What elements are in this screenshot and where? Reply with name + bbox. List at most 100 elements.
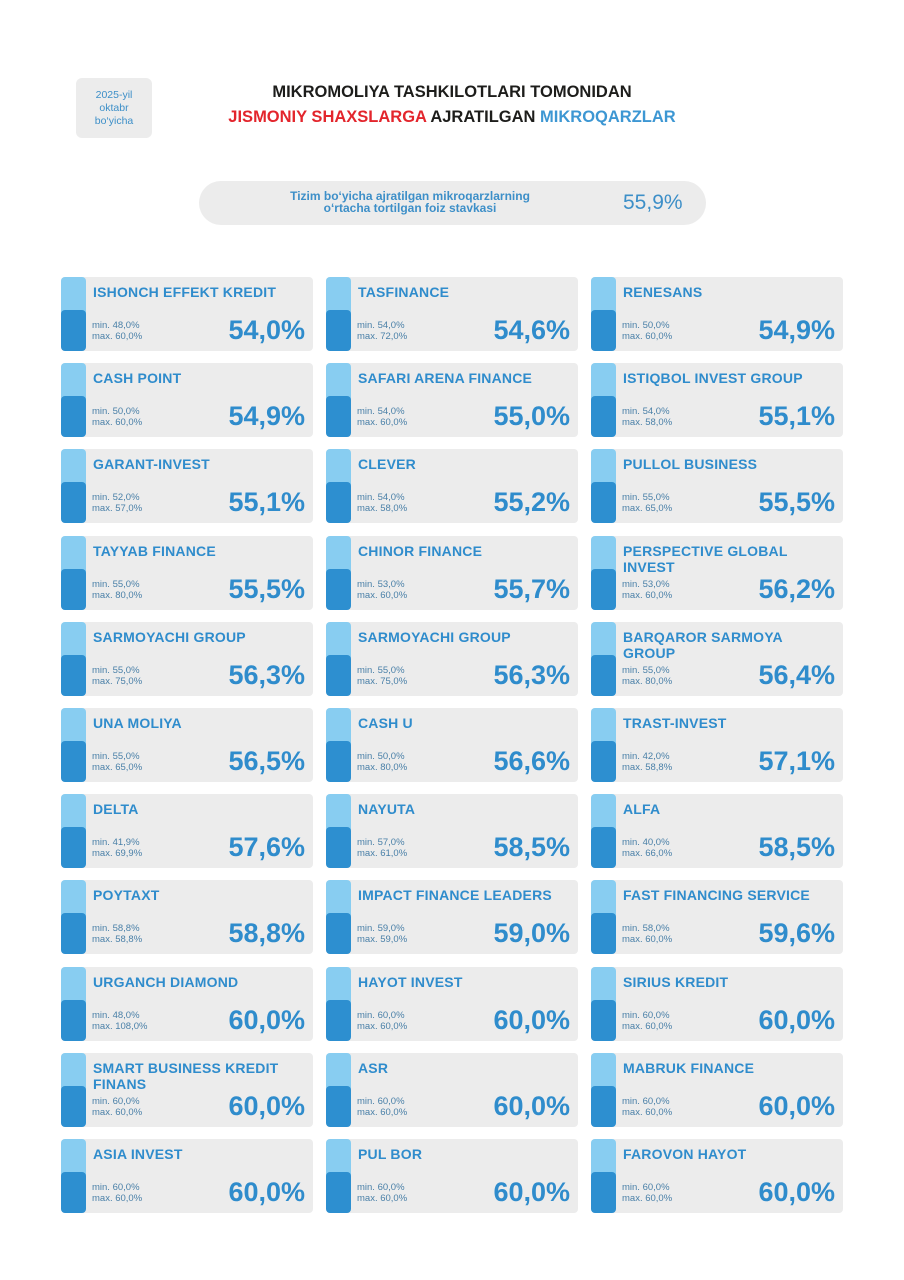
card-bar bbox=[61, 396, 86, 438]
card: IMPACT FINANCE LEADERS min. 59,0% max. 59,… bbox=[326, 880, 578, 955]
card: POYTAXT min. 58,8% max. 58,8% 58,8% bbox=[61, 880, 313, 955]
card-rate: 56,3% bbox=[493, 659, 570, 690]
card-rate: 57,6% bbox=[228, 832, 305, 863]
card-max: max. 58,8% bbox=[92, 934, 143, 946]
card-min: min. 58,8% bbox=[92, 923, 140, 935]
card-name: GARANT-INVEST bbox=[93, 456, 210, 473]
card-rate: 59,0% bbox=[493, 918, 570, 949]
card-min: min. 60,0% bbox=[92, 1182, 140, 1193]
card: BARQAROR SARMOYA GROUP min. 55,0% max. 80,… bbox=[591, 621, 843, 696]
card-bar bbox=[326, 913, 351, 955]
card-rate: 57,1% bbox=[758, 746, 835, 776]
card-max: max. 60,0% bbox=[92, 1106, 143, 1118]
card: SARMOYACHI GROUP min. 55,0% max. 75,0% 56,3… bbox=[326, 621, 578, 696]
card-rate: 60,0% bbox=[493, 1177, 570, 1207]
date-line: bo‘yicha bbox=[94, 114, 134, 127]
card-min: min. 55,0% bbox=[92, 664, 140, 676]
card-name: SMART BUSINESS KREDIT FINANS bbox=[93, 1059, 279, 1092]
card-max: max. 60,0% bbox=[622, 1193, 673, 1204]
card-max: max. 60,0% bbox=[357, 1193, 408, 1204]
card-rate: 60,0% bbox=[758, 1004, 835, 1035]
card-bar bbox=[591, 827, 616, 869]
card-min: min. 55,0% bbox=[622, 664, 670, 676]
card-rate: 54,6% bbox=[493, 315, 570, 345]
card-min: min. 60,0% bbox=[357, 1182, 405, 1193]
card-rate: 58,5% bbox=[493, 832, 570, 863]
title-blue: MIKROQARZLAR bbox=[540, 108, 676, 126]
card-name: SAFARI ARENA FINANCE bbox=[358, 370, 533, 387]
card-min: min. 60,0% bbox=[357, 1095, 405, 1107]
card-bar bbox=[326, 827, 351, 869]
card-max: max. 60,0% bbox=[357, 1020, 408, 1032]
card-max: max. 108,0% bbox=[92, 1020, 148, 1032]
card-bar bbox=[326, 999, 351, 1041]
title: MIKROMOLIYA TASHKILOTLARI TOMONIDAN bbox=[272, 83, 632, 101]
card-name: SARMOYACHI GROUP bbox=[93, 628, 246, 645]
date-line: oktabr bbox=[99, 101, 129, 114]
card-name: PULLOL BUSINESS bbox=[623, 456, 758, 473]
card: SARMOYACHI GROUP min. 55,0% max. 75,0% 56,3… bbox=[61, 621, 313, 696]
card-min: min. 59,0% bbox=[357, 923, 405, 935]
card-max: max. 66,0% bbox=[622, 848, 673, 860]
card-min: min. 54,0% bbox=[357, 492, 405, 504]
card-bar bbox=[326, 482, 351, 524]
card-min: min. 48,0% bbox=[92, 1009, 140, 1021]
card-min: min. 50,0% bbox=[357, 751, 405, 762]
card: CLEVER min. 54,0% max. 58,0% 55,2% bbox=[326, 449, 578, 524]
card-max: max. 60,0% bbox=[357, 1106, 408, 1118]
card-name: DELTA bbox=[93, 801, 139, 818]
card-bar bbox=[591, 396, 616, 438]
card: URGANCH DIAMOND min. 48,0% max. 108,0% 60,0… bbox=[61, 966, 313, 1041]
date-box: 2025-yil oktabr bo‘yicha bbox=[76, 78, 152, 138]
card-min: min. 54,0% bbox=[357, 406, 405, 418]
card-max: max. 80,0% bbox=[357, 762, 408, 773]
card-min: min. 55,0% bbox=[92, 578, 140, 590]
card-max: max. 60,0% bbox=[92, 1193, 143, 1204]
card-rate: 60,0% bbox=[493, 1004, 570, 1035]
card-name: HAYOT INVEST bbox=[358, 973, 463, 990]
card-name: ALFA bbox=[623, 801, 661, 818]
card-rate: 54,9% bbox=[228, 401, 305, 432]
card-bar bbox=[326, 568, 351, 610]
card-name: CASH U bbox=[358, 715, 413, 731]
card: CASH POINT min. 50,0% max. 60,0% 54,9% bbox=[61, 363, 313, 438]
card-name: SIRIUS KREDIT bbox=[623, 973, 729, 990]
card-max: max. 58,0% bbox=[357, 503, 408, 515]
card-max: max. 58,8% bbox=[622, 762, 673, 773]
card-name: UNA MOLIYA bbox=[93, 715, 182, 731]
card: NAYUTA min. 57,0% max. 61,0% 58,5% bbox=[326, 794, 578, 869]
card-rate: 58,8% bbox=[228, 918, 305, 949]
card-bar bbox=[61, 568, 86, 610]
card-bar bbox=[61, 741, 86, 782]
card-min: min. 41,9% bbox=[92, 837, 140, 849]
card-bar bbox=[326, 1085, 351, 1127]
card-max: max. 80,0% bbox=[92, 589, 143, 601]
card-name: CHINOR FINANCE bbox=[358, 542, 483, 559]
card-bar bbox=[326, 1172, 351, 1213]
card-rate: 56,2% bbox=[758, 573, 835, 604]
card-min: min. 52,0% bbox=[92, 492, 140, 504]
card: FAROVON HAYOT min. 60,0% max. 60,0% 60,0% bbox=[591, 1139, 843, 1213]
card-rate: 55,0% bbox=[493, 401, 570, 432]
card: RENESANS min. 50,0% max. 60,0% 54,9% bbox=[591, 277, 843, 351]
card-rate: 59,6% bbox=[758, 918, 835, 949]
card-max: max. 60,0% bbox=[622, 331, 673, 342]
card: SAFARI ARENA FINANCE min. 54,0% max. 60,0%… bbox=[326, 363, 578, 438]
card-name: BARQAROR SARMOYA GROUP bbox=[623, 628, 783, 661]
card-name: ISTIQBOL INVEST GROUP bbox=[623, 370, 803, 387]
card: DELTA min. 41,9% max. 69,9% 57,6% bbox=[61, 794, 313, 869]
card-name: SARMOYACHI GROUP bbox=[358, 628, 511, 645]
card-rate: 56,4% bbox=[758, 659, 835, 690]
card: TAYYAB FINANCE min. 55,0% max. 80,0% 55,5% bbox=[61, 535, 313, 610]
card-bar bbox=[61, 913, 86, 955]
card-name: FAROVON HAYOT bbox=[623, 1146, 747, 1162]
card-name: MABRUK FINANCE bbox=[623, 1059, 755, 1076]
card-max: max. 72,0% bbox=[357, 331, 408, 342]
card-name: CLEVER bbox=[358, 456, 416, 473]
card-min: min. 55,0% bbox=[92, 751, 140, 762]
card-min: min. 60,0% bbox=[622, 1182, 670, 1193]
card-bar bbox=[591, 654, 616, 696]
card: PUL BOR min. 60,0% max. 60,0% 60,0% bbox=[326, 1139, 578, 1213]
card-name: ASR bbox=[358, 1059, 389, 1076]
card: ISHONCH EFFEKT KREDIT min. 48,0% max. 60,0… bbox=[61, 277, 313, 351]
